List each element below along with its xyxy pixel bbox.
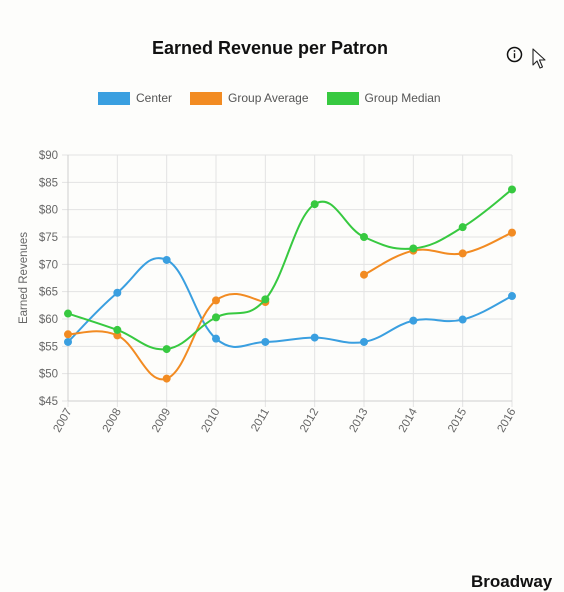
data-point-center: [310, 333, 319, 342]
data-point-center: [508, 292, 516, 301]
data-point-group-average: [212, 296, 220, 305]
y-axis-title: Earned Revenues: [18, 232, 30, 324]
data-point-center: [162, 255, 171, 264]
x-tick-label: 2012: [298, 407, 321, 435]
data-point-group-median: [508, 185, 516, 194]
legend-label-group-average: Group Average: [228, 91, 309, 105]
data-point-group-average: [508, 228, 516, 237]
data-point-group-median: [212, 313, 220, 322]
data-point-group-average: [360, 270, 368, 279]
x-tick-label: 2010: [199, 407, 222, 435]
data-point-center: [409, 316, 418, 325]
x-tick-label: 2011: [249, 407, 272, 434]
data-point-group-average: [113, 331, 122, 340]
data-point-group-median: [458, 223, 467, 232]
data-point-group-average: [162, 374, 171, 383]
data-point-group-average: [64, 330, 72, 339]
data-point-group-median: [113, 325, 122, 334]
legend-item-group-average[interactable]: Group Average: [190, 91, 309, 105]
info-icon[interactable]: [506, 46, 523, 63]
data-point-group-median: [64, 309, 72, 318]
x-tick-label: 2009: [150, 407, 173, 435]
chart-title: Earned Revenue per Patron: [151, 38, 389, 58]
x-tick-label: 2014: [397, 406, 420, 435]
series-line-center: [67, 257, 513, 348]
legend-swatch-center: [98, 91, 130, 105]
data-point-group-median: [261, 295, 270, 304]
series-line-group-average: [363, 231, 513, 276]
footer-text: Broadway: [471, 572, 553, 591]
x-tick-label: 2015: [446, 407, 469, 435]
x-tick-label: 2007: [51, 407, 74, 435]
y-tick-label: $90: [39, 150, 58, 162]
legend-label-group-median: Group Median: [364, 91, 441, 105]
mouse-pointer-icon: [532, 48, 546, 69]
y-tick-label: $85: [39, 177, 58, 189]
data-point-center: [64, 337, 72, 346]
data-point-center: [113, 288, 122, 297]
y-tick-label: $75: [39, 232, 58, 244]
data-point-center: [261, 337, 270, 346]
data-point-group-median: [162, 345, 171, 354]
legend-swatch-group-average: [190, 91, 223, 105]
legend-swatch-group-median: [326, 91, 359, 105]
x-tick-label: 2013: [347, 407, 370, 435]
series-line-group-median: [67, 188, 513, 351]
data-point-group-median: [310, 200, 319, 209]
data-point-center: [458, 315, 467, 324]
y-tick-label: $70: [39, 259, 58, 271]
data-point-center: [212, 334, 220, 343]
y-tick-label: $50: [39, 369, 58, 381]
chart-legend: Center Group Average Group Median: [98, 91, 441, 105]
data-point-group-average: [458, 249, 467, 258]
data-point-center: [360, 337, 368, 346]
y-tick-label: $55: [39, 341, 58, 353]
legend-label-center: Center: [136, 91, 173, 105]
x-tick-label: 2016: [495, 407, 518, 435]
y-tick-label: $45: [39, 396, 58, 408]
legend-item-center[interactable]: Center: [98, 91, 172, 105]
y-tick-label: $80: [39, 205, 58, 217]
data-point-group-median: [409, 244, 418, 253]
data-point-group-median: [360, 233, 368, 241]
x-tick-label: 2008: [101, 407, 124, 435]
y-tick-label: $60: [39, 314, 58, 326]
legend-item-group-median[interactable]: Group Median: [326, 91, 441, 105]
y-tick-label: $65: [39, 287, 58, 299]
